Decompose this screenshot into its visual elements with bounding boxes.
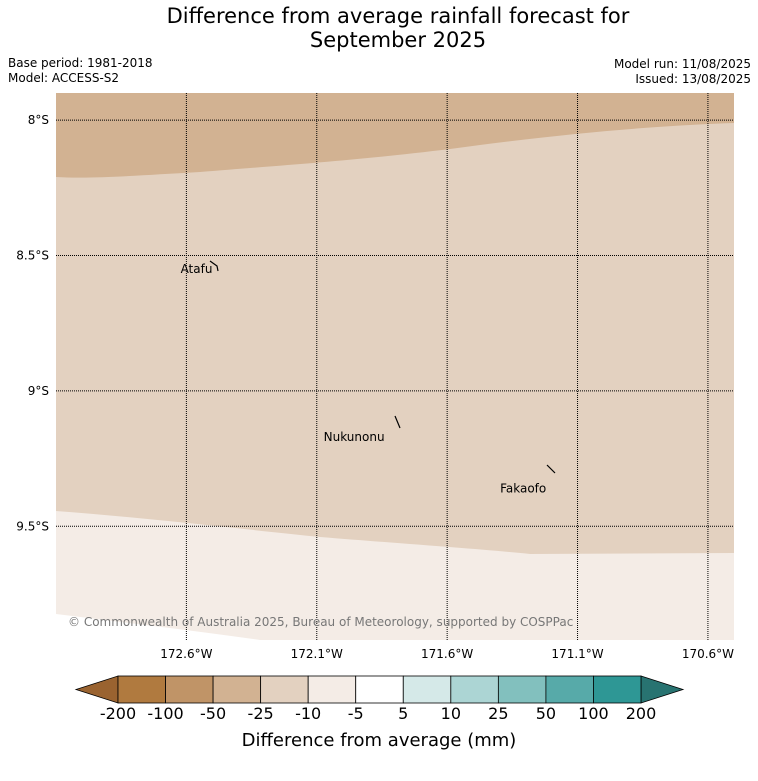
colorbar-swatch [165,675,214,704]
colorbar [74,675,685,704]
island-outline [394,415,401,429]
meta-left: Base period: 1981-2018 Model: ACCESS-S2 [8,56,153,86]
place-label: Nukunonu [324,430,385,444]
colorbar-tick-label: -50 [200,704,227,723]
colorbar-swatch [450,675,499,704]
colorbar-swatch [593,675,642,704]
colorbar-tick-label: 100 [578,704,609,723]
zone-dry-minus-50-to-25 [56,93,734,178]
colorbar-swatch [307,675,357,704]
lat-tick-label: 9°S [28,384,49,398]
lon-tick-label: 172.6°W [160,647,212,661]
issued-date: Issued: 13/08/2025 [635,72,751,86]
title-line-1: Difference from average rainfall forecas… [166,4,630,28]
copyright-text: © Commonwealth of Australia 2025, Bureau… [68,615,573,629]
place-markers: Atafu Nukunonu Fakaofo [181,260,556,495]
meta-right: Model run: 11/08/2025 Issued: 13/08/2025 [614,57,751,87]
place-label: Fakaofo [500,481,546,495]
base-period: Base period: 1981-2018 [8,56,153,70]
lat-tick-label: 8.5°S [16,248,49,262]
lon-tick-label: 172.1°W [291,647,343,661]
island-outline [546,464,556,474]
zone-dry-minus-10-to-5 [56,511,734,640]
island-outline [209,260,219,272]
colorbar-over-arrow [640,675,685,704]
colorbar-swatch [212,675,262,704]
colorbar-swatch [497,675,547,704]
colorbar-swatch [355,675,404,704]
colorbar-swatch [117,675,166,704]
colorbar-tick-label: 50 [535,704,557,723]
title-line-2: September 2025 [309,28,487,52]
colorbar-tick-label: 5 [398,704,409,723]
colorbar-under-arrow [74,675,119,704]
axis-ticks: 8°S 8.5°S 9°S 9.5°S 172.6°W 172.1°W 171.6°W 171… [16,113,734,661]
colorbar-tick-label: -5 [347,704,364,723]
colorbar-swatch [545,675,594,704]
colorbar-swatch [402,675,452,704]
colorbar-tick-label: -100 [147,704,184,723]
lon-tick-label: 171.6°W [421,647,473,661]
lat-tick-label: 9.5°S [16,519,49,533]
colorbar-tick-label: 25 [488,704,509,723]
colorbar-tick-label: 200 [625,704,657,723]
graticule [56,93,734,640]
colorbar-tick-label: 10 [440,704,461,723]
place-label: Atafu [181,262,213,276]
model-run: Model run: 11/08/2025 [613,57,751,71]
colorbar-tick-label: -200 [99,704,137,723]
lon-tick-label: 170.6°W [682,647,734,661]
white-corner [56,614,260,640]
model-name: Model: ACCESS-S2 [8,71,120,85]
lat-tick-label: 8°S [28,113,49,127]
chart-title: Difference from average rainfall forecas… [0,4,758,52]
lon-tick-label: 171.1°W [551,647,603,661]
colorbar-title: Difference from average (mm) [241,730,517,751]
colorbar-tick-label: -10 [295,704,322,723]
colorbar-tick-label: -25 [247,704,274,723]
colorbar-swatch [260,675,309,704]
